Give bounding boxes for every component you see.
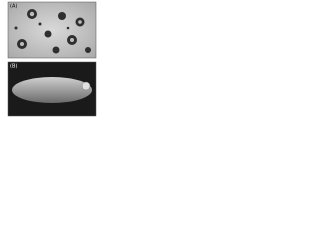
cluster-core bbox=[29, 11, 35, 17]
cluster-core bbox=[70, 38, 74, 42]
cluster bbox=[44, 30, 52, 38]
cluster bbox=[58, 12, 66, 20]
cell bbox=[14, 26, 18, 30]
cluster-core bbox=[20, 42, 24, 46]
panel-a: (A) bbox=[7, 1, 97, 59]
panel-b: (B) bbox=[7, 61, 97, 117]
cell-clusters bbox=[14, 9, 91, 54]
cell bbox=[66, 26, 70, 30]
cluster bbox=[52, 46, 60, 54]
panel-label: (A) bbox=[10, 4, 17, 10]
cluster bbox=[85, 47, 91, 53]
page: (A) (B) (() => { const data = JSON.parse… bbox=[0, 0, 100, 119]
micrograph-a bbox=[7, 1, 97, 59]
cluster-core bbox=[78, 20, 82, 24]
figure: (A) (B) bbox=[7, 1, 97, 117]
cell bbox=[38, 22, 42, 26]
panel-label: (B) bbox=[10, 64, 17, 70]
specimen bbox=[12, 77, 92, 103]
specimen-end bbox=[81, 81, 91, 91]
